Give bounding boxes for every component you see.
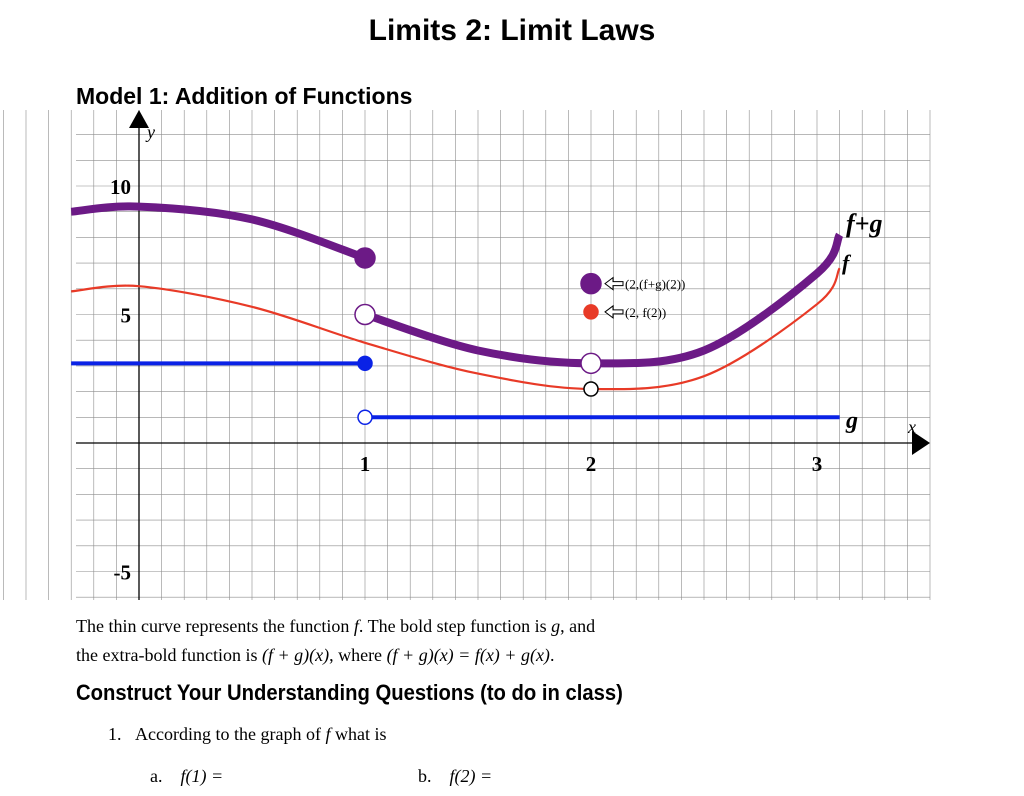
question-1: 1. According to the graph of f what is <box>108 724 386 745</box>
question-text: what is <box>330 724 387 744</box>
annotation-label: (2, f(2)) <box>625 305 666 320</box>
markers-layer <box>354 247 602 426</box>
desc-text: the extra-bold function is <box>76 645 262 665</box>
x-axis-label: x <box>907 417 916 437</box>
labels-layer: 1 2 3 10 5 -5 (2,(f+g)(2)) (2, f(2)) f+g f g <box>110 175 882 585</box>
section-heading: Construct Your Understanding Questions (… <box>76 680 623 705</box>
desc-text: . <box>549 645 555 665</box>
question-number: 1. <box>108 724 122 744</box>
annotation-arrow-icon <box>604 276 624 291</box>
desc-text: , and <box>560 616 596 636</box>
desc-text: The thin curve represents the function <box>76 616 354 636</box>
desc-text: , where <box>329 645 387 665</box>
y-tick-label: 10 <box>110 175 131 199</box>
y-tick-label: 5 <box>121 304 132 328</box>
grid <box>3 110 931 600</box>
annotation-label: (2,(f+g)(2)) <box>625 277 685 292</box>
part-b-expr: f(2) = <box>449 766 493 786</box>
desc-expr: (f + g)(x) <box>261 645 330 665</box>
x-tick-label: 2 <box>586 452 597 476</box>
series-layer <box>70 202 844 420</box>
question-part-a: a. f(1) = <box>150 766 223 787</box>
point-marker <box>583 304 599 320</box>
page-title: Limits 2: Limit Laws <box>368 14 656 47</box>
series-f+g-line <box>70 202 367 262</box>
annotation-arrow-icon <box>604 304 624 319</box>
point-marker <box>354 303 376 326</box>
part-a-expr: f(1) = <box>180 766 224 786</box>
part-a-label: a. <box>150 766 163 786</box>
y-tick-label: -5 <box>114 561 132 585</box>
desc-text: . The bold step function is <box>358 616 552 636</box>
question-f: f <box>325 724 331 744</box>
axes: xy <box>76 110 930 600</box>
curve-label: f <box>842 250 852 275</box>
x-tick-label: 1 <box>360 452 371 476</box>
point-marker <box>583 381 599 397</box>
desc-expr: (f + g)(x) = f(x) + g(x) <box>386 645 550 665</box>
question-text: According to the graph of <box>135 724 326 744</box>
y-axis-arrow <box>129 110 149 128</box>
x-axis-arrow <box>912 431 930 455</box>
description-line-2: the extra-bold function is (f + g)(x), w… <box>76 645 554 666</box>
description-line-1: The thin curve represents the function f… <box>76 616 595 637</box>
curve-label: f+g <box>846 209 882 238</box>
point-marker <box>354 247 376 269</box>
point-marker <box>357 355 373 372</box>
point-marker <box>580 352 602 375</box>
point-marker <box>580 272 602 295</box>
series-f+g-line <box>363 232 844 368</box>
desc-f: f <box>353 616 359 636</box>
question-part-b: b. f(2) = <box>418 766 492 787</box>
x-tick-label: 3 <box>812 452 823 476</box>
desc-g: g <box>551 616 561 636</box>
series-f-line <box>71 267 841 391</box>
y-axis-label: y <box>145 122 155 142</box>
curve-label: g <box>845 408 858 434</box>
part-b-label: b. <box>418 766 432 786</box>
model-heading: Model 1: Addition of Functions <box>76 83 413 109</box>
point-marker <box>357 409 373 426</box>
